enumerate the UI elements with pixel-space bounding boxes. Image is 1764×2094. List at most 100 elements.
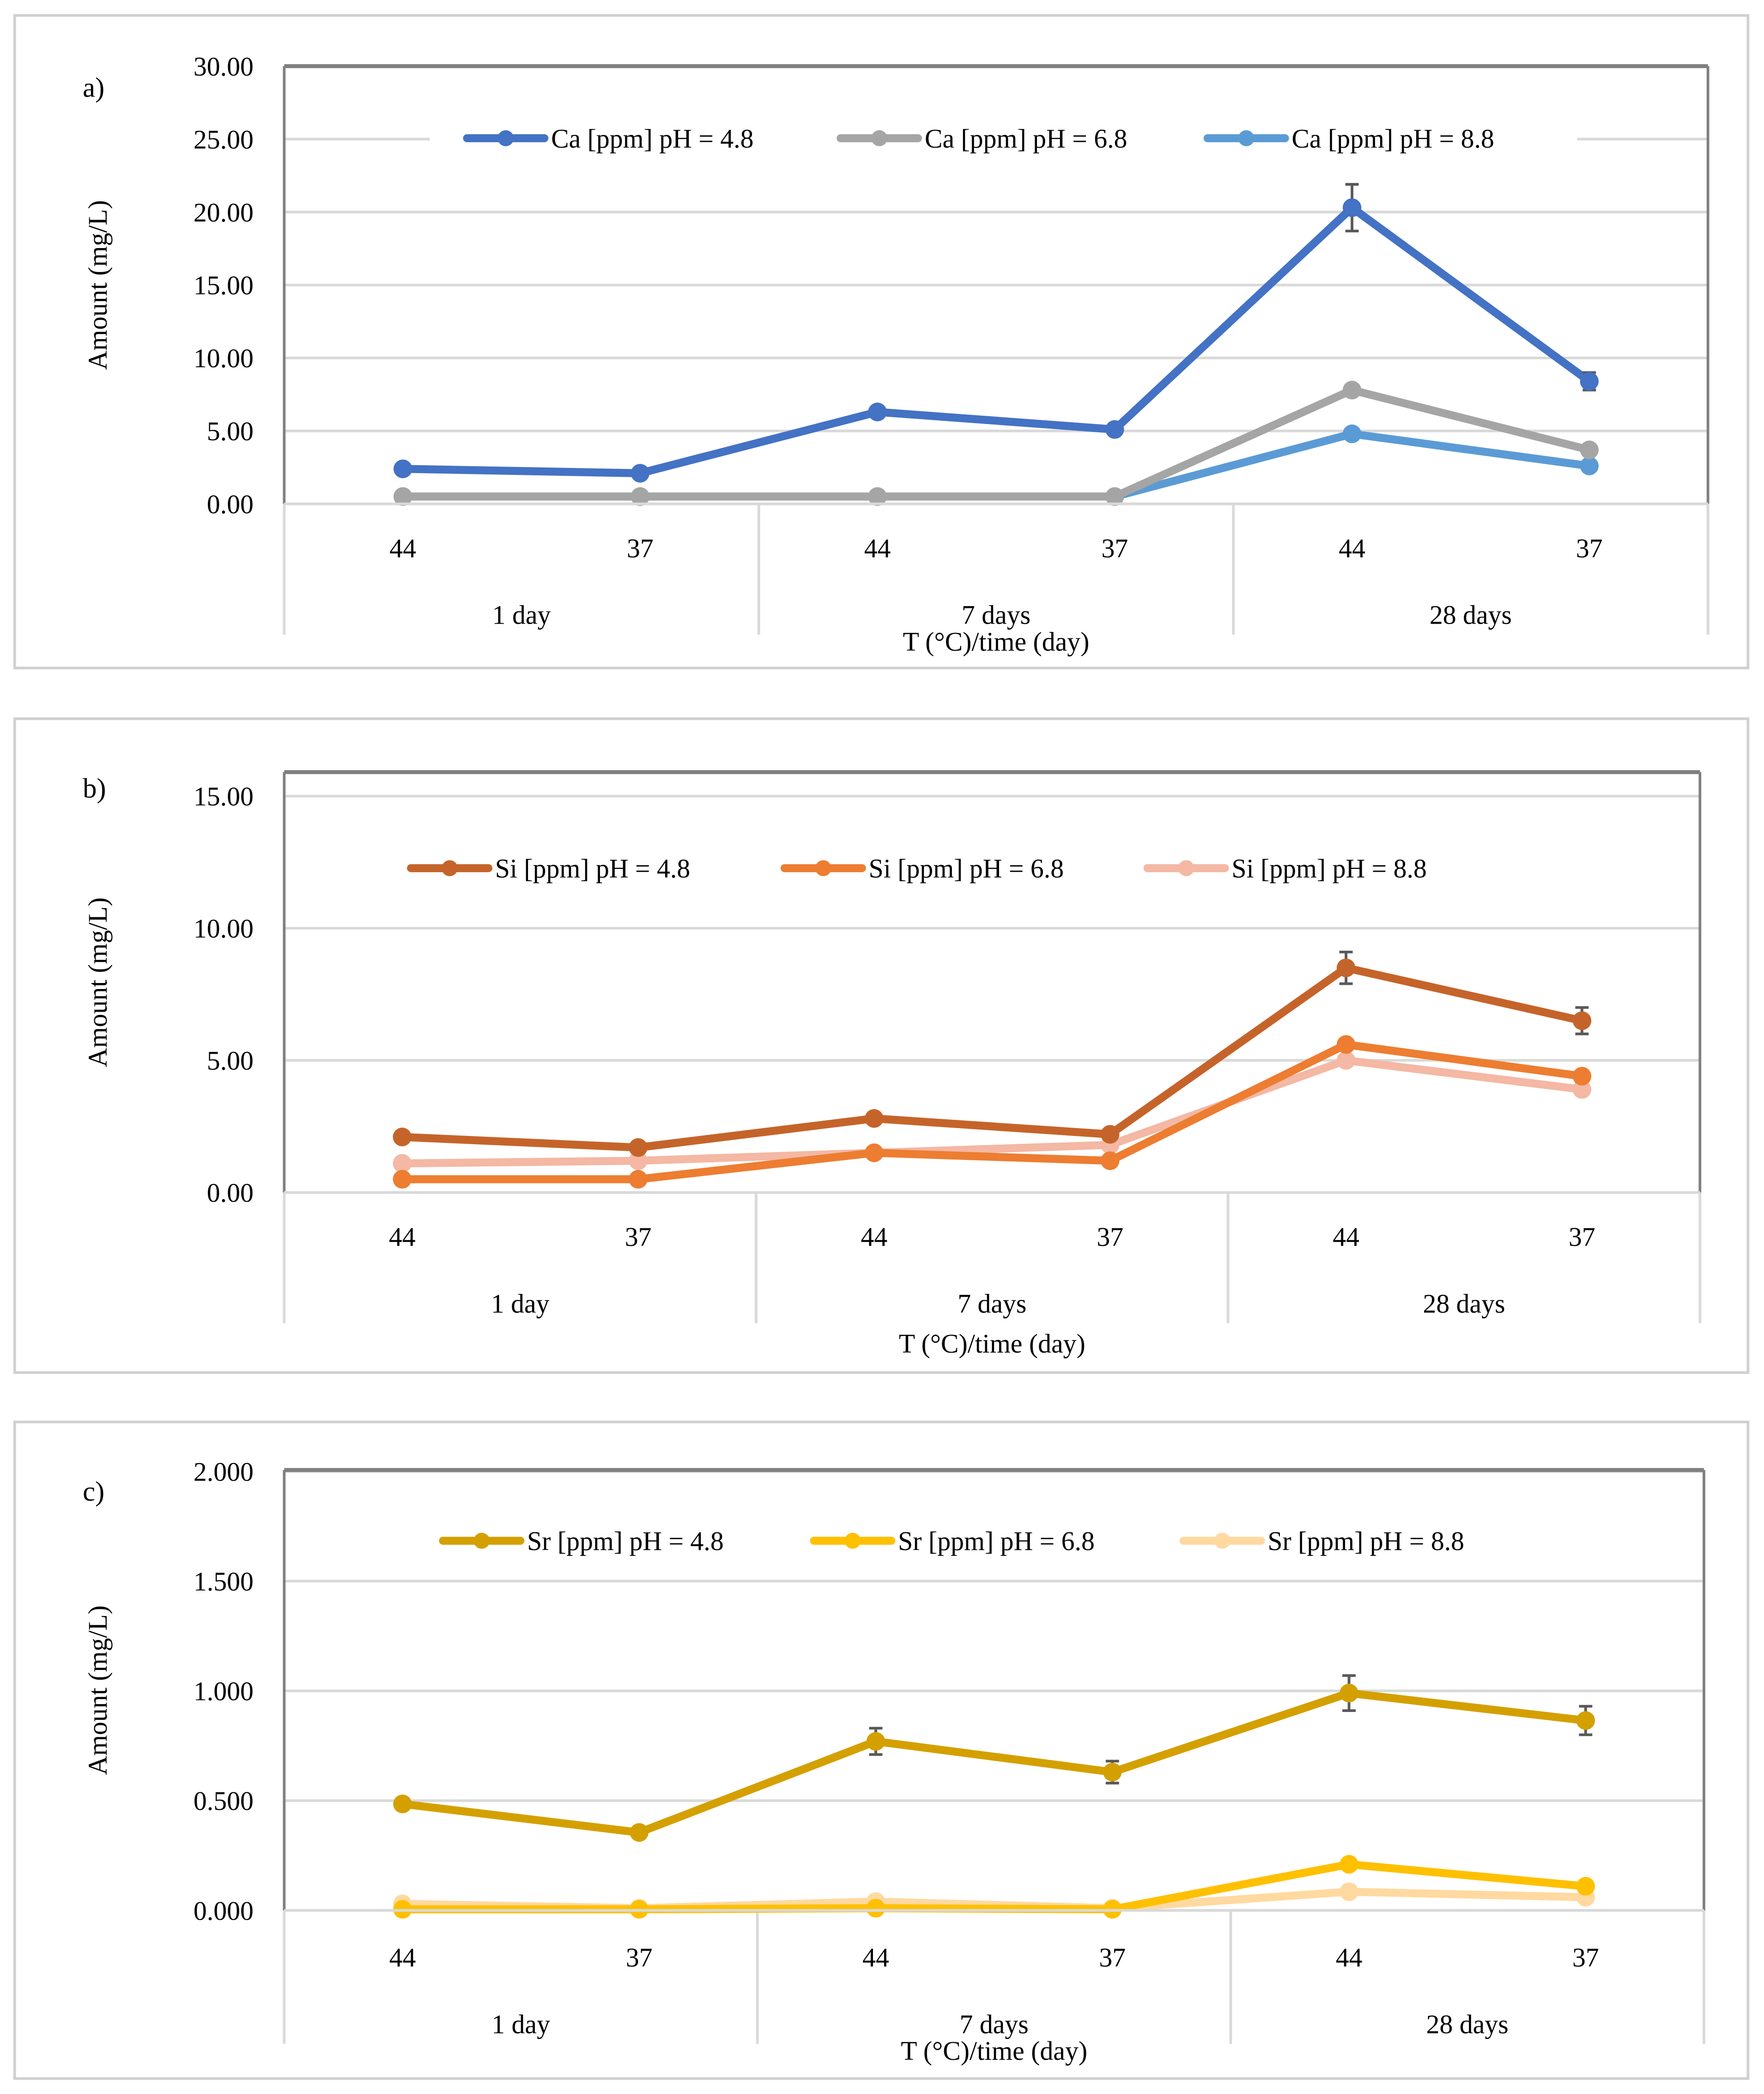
x-axis-title: T (°C)/time (day) bbox=[901, 2037, 1087, 2066]
panel-label: c) bbox=[83, 1476, 104, 1507]
y-axis-title: Amount (mg/L) bbox=[84, 898, 113, 1067]
x-group-label: 28 days bbox=[1426, 2010, 1509, 2039]
data-point bbox=[630, 1823, 649, 1842]
data-point bbox=[1342, 424, 1362, 443]
data-point bbox=[1340, 1882, 1358, 1901]
x-tick-label: 37 bbox=[626, 1943, 653, 1973]
legend-label: Sr [ppm] pH = 4.8 bbox=[527, 1527, 724, 1556]
y-tick-label: 30.00 bbox=[194, 52, 254, 81]
y-tick-label: 0.00 bbox=[207, 490, 254, 519]
data-point bbox=[629, 1138, 648, 1157]
data-point bbox=[1103, 1762, 1122, 1782]
data-point bbox=[1105, 487, 1124, 506]
x-tick-label: 44 bbox=[864, 534, 891, 563]
x-tick-label: 37 bbox=[1569, 1223, 1595, 1252]
y-tick-label: 0.500 bbox=[194, 1787, 254, 1816]
x-tick-label: 44 bbox=[389, 1943, 416, 1973]
y-tick-label: 15.00 bbox=[194, 783, 254, 812]
legend-label: Si [ppm] pH = 8.8 bbox=[1231, 855, 1427, 884]
series-line bbox=[402, 1689, 1586, 1837]
series-1 bbox=[393, 1674, 1595, 1842]
x-tick-label: 44 bbox=[1333, 1223, 1359, 1252]
data-point bbox=[1105, 420, 1124, 439]
data-point bbox=[1576, 1877, 1595, 1896]
x-tick-label: 44 bbox=[1339, 534, 1365, 563]
y-tick-label: 25.00 bbox=[194, 125, 254, 154]
y-tick-label: 1.000 bbox=[194, 1677, 254, 1706]
x-axis-title: T (°C)/time (day) bbox=[903, 628, 1090, 657]
data-point bbox=[393, 1128, 412, 1147]
y-tick-label: 0.00 bbox=[207, 1179, 254, 1208]
data-point bbox=[1101, 1151, 1120, 1170]
data-point bbox=[393, 459, 412, 479]
data-point bbox=[629, 1151, 648, 1170]
series-line bbox=[402, 964, 1583, 1152]
x-group-label: 7 days bbox=[960, 2010, 1029, 2039]
data-point bbox=[1572, 1080, 1592, 1099]
data-point bbox=[866, 1732, 885, 1751]
x-group-label: 28 days bbox=[1430, 601, 1512, 630]
data-point bbox=[1336, 1051, 1356, 1070]
y-tick-label: 15.00 bbox=[194, 271, 254, 300]
legend-item: Sr [ppm] pH = 4.8 bbox=[439, 1527, 724, 1556]
y-tick-label: 0.000 bbox=[194, 1897, 254, 1926]
data-point bbox=[868, 402, 887, 421]
legend-marker bbox=[442, 860, 458, 876]
chart-panel-b: 0.00 5.00 10.00 15.00 44 37 44 37 44 37 1 day 7 day… bbox=[13, 717, 1750, 1374]
x-tick-label: 37 bbox=[1576, 534, 1603, 563]
legend-label: Ca [ppm] pH = 4.8 bbox=[551, 124, 754, 153]
series-line bbox=[402, 1056, 1582, 1168]
legend-item: Si [ppm] pH = 6.8 bbox=[780, 855, 1064, 884]
series-1 bbox=[393, 950, 1592, 1157]
data-point bbox=[630, 464, 650, 483]
data-point bbox=[1572, 1067, 1592, 1086]
legend-label: Si [ppm] pH = 4.8 bbox=[495, 855, 691, 884]
legend-background bbox=[430, 101, 1577, 176]
data-point bbox=[393, 487, 412, 506]
x-tick-label: 37 bbox=[1572, 1943, 1599, 1973]
y-tick-label: 2.000 bbox=[194, 1457, 254, 1487]
chart-frame bbox=[13, 717, 1750, 1374]
data-point bbox=[1580, 440, 1599, 460]
legend-item: Si [ppm] pH = 4.8 bbox=[407, 855, 691, 884]
x-tick-label: 44 bbox=[389, 1223, 416, 1252]
legend-background bbox=[397, 1503, 1543, 1578]
legend-marker bbox=[473, 1533, 490, 1549]
legend-marker bbox=[1214, 1533, 1231, 1549]
data-point bbox=[865, 1109, 884, 1128]
legend-item: Sr [ppm] pH = 6.8 bbox=[810, 1527, 1095, 1556]
y-tick-label: 1.500 bbox=[194, 1567, 254, 1596]
data-point bbox=[868, 487, 887, 506]
data-point bbox=[1340, 1855, 1358, 1874]
legend-marker bbox=[844, 1533, 861, 1549]
y-tick-label: 5.00 bbox=[207, 1047, 254, 1076]
legend-label: Sr [ppm] pH = 6.8 bbox=[898, 1527, 1095, 1556]
data-point bbox=[1576, 1711, 1595, 1730]
panel-label: a) bbox=[83, 73, 104, 103]
panel-label: b) bbox=[83, 773, 106, 804]
legend-marker bbox=[1178, 860, 1194, 876]
y-axis-title: Amount (mg/L) bbox=[84, 1605, 113, 1775]
x-tick-label: 37 bbox=[1099, 1943, 1126, 1973]
data-point bbox=[865, 1143, 884, 1162]
data-point bbox=[629, 1170, 648, 1189]
x-tick-label: 44 bbox=[861, 1223, 888, 1252]
data-point bbox=[1336, 958, 1356, 977]
x-group-label: 7 days bbox=[962, 601, 1031, 630]
x-tick-label: 44 bbox=[389, 534, 416, 563]
y-tick-label: 10.00 bbox=[194, 915, 254, 944]
x-group-label: 1 day bbox=[491, 1289, 550, 1318]
data-point bbox=[630, 487, 650, 506]
x-group-label: 7 days bbox=[958, 1289, 1026, 1318]
legend-marker bbox=[1238, 130, 1255, 146]
x-tick-label: 37 bbox=[1101, 534, 1128, 563]
y-tick-label: 10.00 bbox=[194, 344, 254, 373]
series-1 bbox=[393, 183, 1599, 483]
legend-item: Ca [ppm] pH = 4.8 bbox=[463, 124, 754, 153]
legend-item: Sr [ppm] pH = 8.8 bbox=[1179, 1527, 1464, 1556]
x-group-label: 28 days bbox=[1423, 1289, 1505, 1318]
data-point bbox=[866, 1899, 885, 1918]
y-axis-title: Amount (mg/L) bbox=[84, 200, 113, 370]
chart-panel-c: 0.000 0.500 1.000 1.500 2.000 44 37 44 37 44 37 1 d… bbox=[13, 1420, 1750, 2080]
